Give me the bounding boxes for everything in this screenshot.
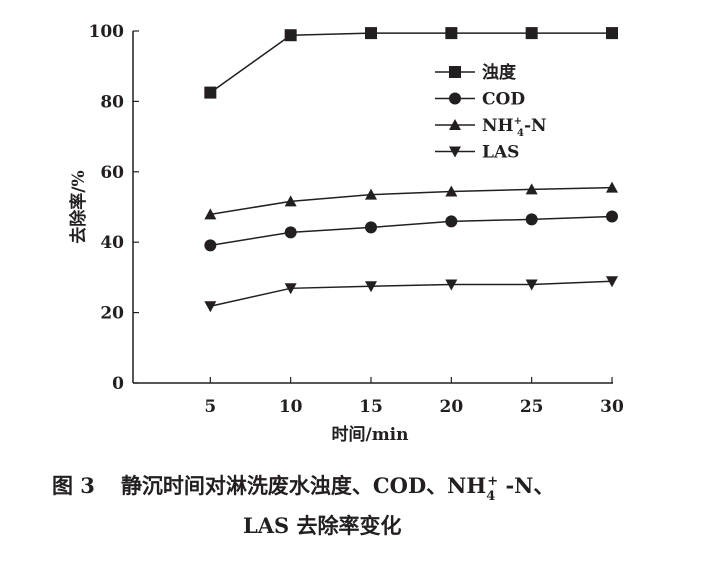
data-point [204, 239, 217, 252]
data-point [365, 281, 377, 293]
legend-label: LAS [482, 143, 519, 163]
x-tick-label: 30 [600, 397, 624, 417]
legend-marker [449, 66, 461, 78]
figure-caption: 图 3 静沉时间对淋洗废水浊度、COD、NH4+ -N、 [52, 470, 555, 505]
y-tick-label: 100 [89, 22, 125, 42]
x-tick-label: 15 [359, 397, 383, 417]
legend-label: COD [482, 90, 525, 110]
y-tick-label: 0 [112, 374, 124, 394]
data-point [606, 276, 618, 288]
data-point [445, 279, 458, 291]
data-point [365, 221, 377, 234]
data-point [606, 181, 618, 193]
data-point [525, 279, 538, 291]
data-point [204, 208, 217, 220]
y-axis-label: 去除率/% [68, 170, 89, 243]
caption-sup: + [487, 474, 499, 489]
caption-sub: 4 [486, 489, 496, 505]
data-point [284, 29, 297, 42]
data-point [525, 213, 538, 226]
x-tick-label: 5 [204, 397, 216, 417]
series-line [210, 215, 613, 247]
data-point [365, 188, 377, 200]
data-point [445, 215, 458, 228]
caption-label: 图 3 [52, 473, 95, 498]
y-tick-label: 40 [100, 233, 124, 253]
legend-marker [449, 92, 461, 105]
x-tick-label: 20 [439, 397, 463, 417]
data-point [284, 226, 297, 239]
data-point [606, 27, 618, 40]
data-point [606, 210, 618, 223]
x-axis-label: 时间/min [331, 424, 408, 445]
series-line [209, 32, 612, 94]
caption-line1: 静沉时间对淋洗废水浊度、COD、NH [120, 473, 487, 498]
caption-line2: LAS 去除率变化 [243, 513, 402, 538]
series-line [210, 280, 613, 307]
data-point [525, 183, 538, 195]
x-tick-label: 10 [279, 397, 303, 417]
x-tick-label: 25 [520, 397, 544, 417]
chart: 0 20 40 60 80 100 5 10 15 20 25 30 时间/min 去除率/% 浊度 COD N… [68, 22, 624, 445]
legend-label: NH+ 4-N [482, 116, 547, 139]
y-tick-label: 20 [100, 304, 124, 324]
data-point [445, 27, 458, 40]
legend-marker [449, 146, 461, 158]
data-point [204, 86, 217, 99]
caption-line1-tail: -N、 [498, 473, 555, 498]
data-point [365, 27, 377, 40]
data-point [445, 185, 458, 197]
y-tick-label: 80 [100, 92, 124, 112]
series-line [210, 186, 613, 216]
legend-marker [449, 119, 461, 130]
data-point [204, 301, 217, 313]
legend-label: 浊度 [482, 62, 517, 83]
data-point [284, 195, 297, 207]
data-point [284, 283, 297, 295]
y-tick-label: 60 [100, 163, 124, 183]
data-point [525, 27, 538, 40]
